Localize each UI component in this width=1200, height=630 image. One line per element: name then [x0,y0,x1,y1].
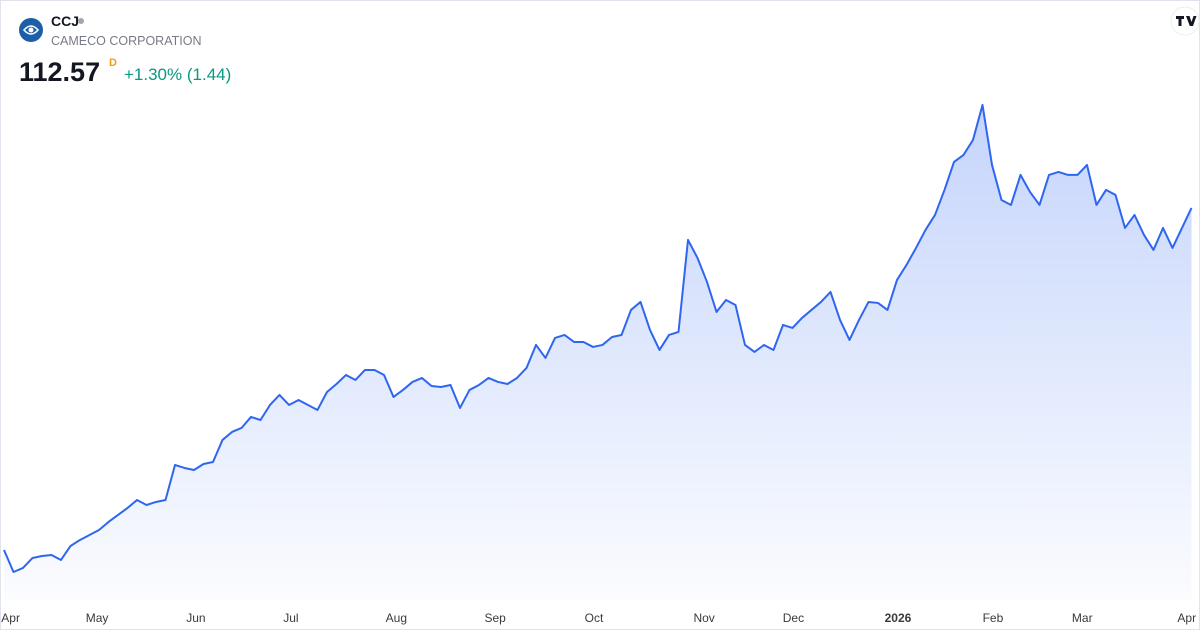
price: 112.57 [19,57,100,87]
tv-logo-bg [1170,6,1200,36]
price-line [3,103,1193,573]
logo-mark [22,25,40,35]
plot [3,103,1193,600]
tv-logo-mark [1176,16,1197,26]
x-tick-label: Feb [983,611,1004,625]
area-fill [4,104,1192,600]
x-tick-label: 2026 [885,611,912,625]
x-tick-label: Mar [1072,611,1093,625]
x-tick-label: Jun [186,611,205,625]
x-tick-label: Jul [283,611,298,625]
tv-logo[interactable] [1170,6,1200,36]
x-tick-label: Apr [1,611,20,625]
status-dot [78,18,84,24]
x-tick-label: Apr [1177,611,1196,625]
x-tick-label: Oct [585,611,604,625]
company-name: CAMECO CORPORATION [51,34,201,48]
x-tick-label: May [86,611,109,625]
change: +1.30% (1.44) [124,65,231,84]
interval: D [109,57,117,69]
symbol: CCJ [51,13,79,29]
logo [19,18,43,42]
x-tick-label: Dec [783,611,804,625]
logo-dot [28,27,34,33]
x-tick-label: Nov [693,611,714,625]
x-tick-label: Sep [484,611,506,625]
x-tick-label: Aug [386,611,407,625]
